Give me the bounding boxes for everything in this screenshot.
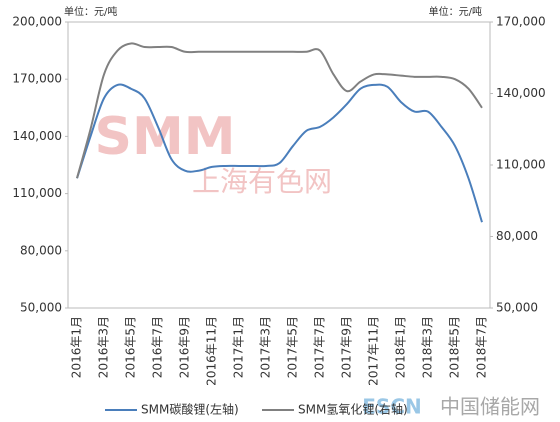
- watermark: 中国储能网: [440, 395, 540, 419]
- x-tick-label: 2017年1月: [232, 316, 246, 378]
- x-tick-label: 2016年3月: [97, 316, 111, 378]
- y2-tick-label: 140,000: [496, 86, 546, 100]
- unit-right: 单位：元/吨: [429, 5, 482, 18]
- series-line: [76, 42, 483, 179]
- y-tick-label: 110,000: [12, 186, 62, 200]
- y-tick-label: 170,000: [12, 72, 62, 86]
- series-line: [76, 83, 483, 223]
- y2-tick-label: 50,000: [496, 301, 538, 315]
- x-tick-label: 2018年7月: [475, 316, 489, 378]
- y-tick-label: 50,000: [20, 301, 62, 315]
- x-tick-label: 2016年9月: [178, 316, 192, 378]
- legend-label: SMM氢氧化锂(右轴): [298, 402, 408, 417]
- x-tick-label: 2016年5月: [124, 316, 138, 378]
- unit-left: 单位：元/吨: [64, 5, 117, 18]
- y-tick-label: 200,000: [12, 15, 62, 29]
- watermark: 上海有色网: [192, 165, 332, 198]
- y2-tick-label: 110,000: [496, 158, 546, 172]
- y2-tick-label: 170,000: [496, 15, 546, 29]
- x-tick-label: 2017年5月: [286, 316, 300, 378]
- y-tick-label: 80,000: [20, 243, 62, 257]
- x-tick-label: 2017年7月: [313, 316, 327, 378]
- x-tick-label: 2016年7月: [151, 316, 165, 378]
- legend-label: SMM碳酸锂(左轴): [141, 402, 239, 417]
- y-tick-label: 140,000: [12, 129, 62, 143]
- x-tick-label: 2018年1月: [394, 316, 408, 378]
- watermark: ESCN: [362, 395, 421, 419]
- x-tick-label: 2017年3月: [259, 316, 273, 378]
- x-tick-label: 2018年3月: [421, 316, 435, 378]
- y2-tick-label: 80,000: [496, 229, 538, 243]
- x-tick-label: 2017年9月: [340, 316, 354, 378]
- x-tick-label: 2016年11月: [205, 316, 219, 386]
- watermark: SMM: [95, 107, 236, 167]
- x-tick-label: 2016年1月: [70, 316, 84, 378]
- x-tick-label: 2018年5月: [448, 316, 462, 378]
- x-tick-label: 2017年11月: [367, 316, 381, 386]
